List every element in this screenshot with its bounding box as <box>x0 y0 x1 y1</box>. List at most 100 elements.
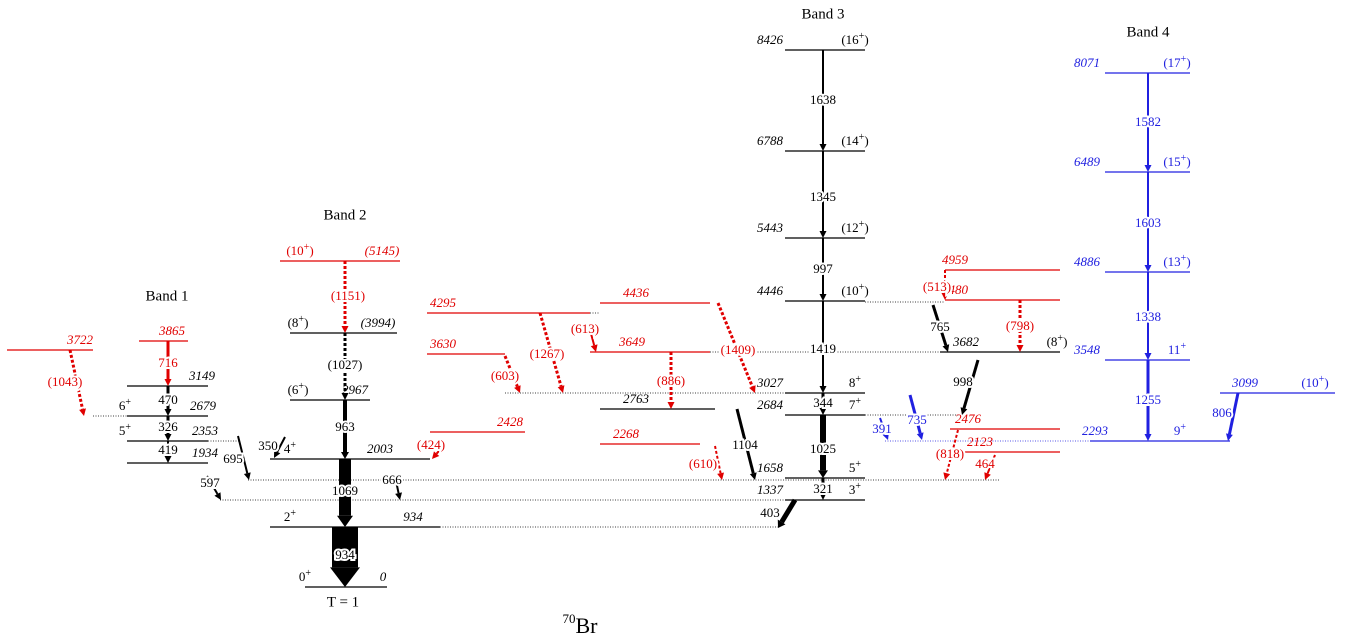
spin-part: ) <box>864 220 868 235</box>
gamma-arrowhead <box>1144 353 1152 360</box>
spin-label: 2+ <box>284 508 297 524</box>
gamma-line <box>589 329 596 346</box>
spin-part: ) <box>1186 154 1190 169</box>
spin-label: (12+) <box>841 219 868 235</box>
gamma-arrowhead <box>164 434 172 441</box>
spin-part: + <box>1181 153 1187 164</box>
gamma-label: 1638 <box>810 92 836 107</box>
spin-part: (15 <box>1163 154 1180 169</box>
band-label: Band 1 <box>146 288 189 304</box>
level-energy: 4436 <box>623 285 650 300</box>
spin-part: 8 <box>849 375 856 390</box>
mass-number: 70 <box>563 611 576 626</box>
gamma-label: 1025 <box>810 441 836 456</box>
gamma-arrowhead <box>749 385 756 393</box>
spin-part: ) <box>304 382 308 397</box>
spin-label: (10+) <box>286 242 313 258</box>
gamma-arrowhead <box>514 385 521 393</box>
spin-label: 4+ <box>284 440 297 456</box>
level-energy: 4446 <box>757 283 784 298</box>
level-energy: 4959 <box>942 252 969 267</box>
spin-label: (8+) <box>1047 333 1068 349</box>
spin-part: ) <box>1063 334 1067 349</box>
spin-part: + <box>298 381 304 392</box>
gamma-arrowhead <box>557 385 565 393</box>
gamma-arrowhead <box>916 432 924 440</box>
gamma-label: 403 <box>760 505 780 520</box>
level-energy: 5443 <box>757 220 784 235</box>
level-energy: 1337 <box>757 482 784 497</box>
spin-part: + <box>859 132 865 143</box>
gamma-label: 997 <box>813 261 833 276</box>
spin-label: 9+ <box>1174 422 1187 438</box>
spin-part: 0 <box>299 569 306 584</box>
spin-label: 5+ <box>119 422 132 438</box>
gamma-label: (424) <box>417 437 445 452</box>
level-energy: 3649 <box>618 334 646 349</box>
spin-label: (16+) <box>841 31 868 47</box>
spin-part: 2 <box>284 509 291 524</box>
nucleus-title: 70Br <box>563 611 599 638</box>
gamma-arrowhead <box>432 451 440 459</box>
gamma-label: 1603 <box>1135 215 1161 230</box>
gamma-arrowhead <box>882 432 889 440</box>
gamma-line <box>908 394 922 434</box>
gamma-label: (613) <box>571 321 599 336</box>
spin-part: + <box>298 314 304 325</box>
gamma-line <box>931 304 948 346</box>
spin-part: + <box>859 219 865 230</box>
gamma-arrowhead <box>341 452 349 459</box>
level-energy: (3994) <box>361 315 396 330</box>
level-energy: 2476 <box>955 411 982 426</box>
gamma-arrowhead <box>819 144 827 151</box>
gamma-line <box>962 359 980 409</box>
gamma-arrowhead <box>984 472 991 480</box>
level-energy: (5145) <box>365 243 400 258</box>
band-label: Band 4 <box>1127 24 1170 40</box>
spin-part: ) <box>1324 375 1328 390</box>
gamma-arrowhead <box>79 408 86 416</box>
gamma-arrowhead <box>1144 165 1152 172</box>
spin-part: 4 <box>284 441 291 456</box>
spin-part: 6 <box>119 398 126 413</box>
spin-part: + <box>1180 341 1186 352</box>
level-energy: 8071 <box>1074 55 1100 70</box>
level-energy: 3149 <box>188 368 216 383</box>
spin-part: + <box>290 508 296 519</box>
gamma-label: 391 <box>872 421 892 436</box>
gamma-arrowhead <box>164 456 172 463</box>
gamma-label: 1104 <box>732 437 758 452</box>
spin-label: (13+) <box>1163 253 1190 269</box>
gamma-line <box>1227 392 1240 435</box>
level-energy: 4480 <box>942 282 969 297</box>
spin-part: 3 <box>849 482 856 497</box>
spin-part: + <box>1181 253 1187 264</box>
gamma-label: 695 <box>223 451 243 466</box>
gamma-arrowhead <box>164 379 172 386</box>
spin-part: + <box>859 282 865 293</box>
spin-part: 9 <box>1174 423 1181 438</box>
gamma-arrowhead <box>214 492 221 500</box>
band-label: Band 3 <box>802 6 845 22</box>
gamma-label: 716 <box>158 355 178 370</box>
gamma-arrowhead <box>819 294 827 301</box>
gamma-line <box>276 436 286 453</box>
level-energy: 4295 <box>430 295 457 310</box>
gamma-label: (1267) <box>530 346 565 361</box>
spin-label: (17+) <box>1163 54 1190 70</box>
spin-part: (17 <box>1163 55 1181 70</box>
gamma-label: 1338 <box>1135 309 1161 324</box>
gamma-label: 735 <box>907 412 927 427</box>
spin-part: + <box>855 374 861 385</box>
level-energy: 3865 <box>158 323 186 338</box>
gamma-arrowhead <box>341 326 349 333</box>
spin-label: 8+ <box>849 374 862 390</box>
level-energy: 3027 <box>756 375 784 390</box>
gamma-label: (1027) <box>328 357 363 372</box>
spin-label: 3+ <box>849 481 862 497</box>
spin-part: ) <box>864 283 868 298</box>
gamma-label: 963 <box>335 419 355 434</box>
spin-part: + <box>305 568 311 579</box>
spin-label: (15+) <box>1163 153 1190 169</box>
